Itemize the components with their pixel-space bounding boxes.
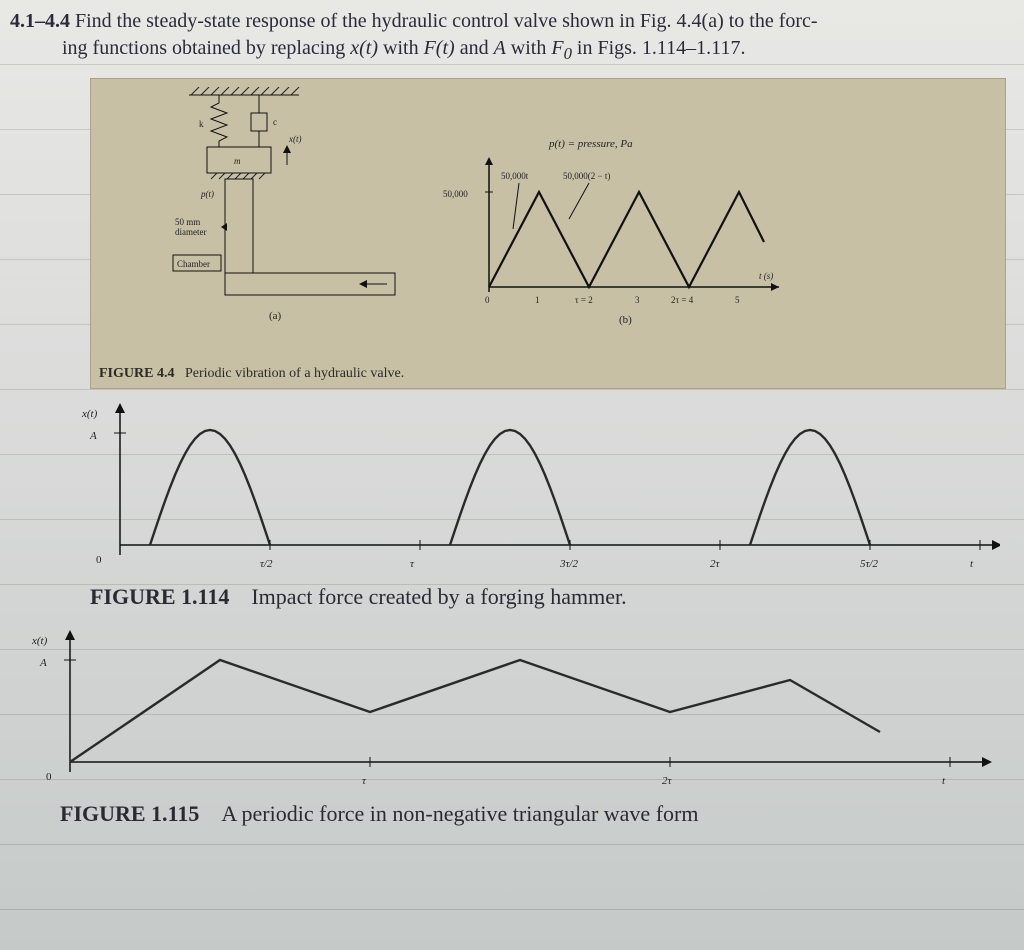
problem-line2-a: ing functions obtained by replacing <box>62 37 350 59</box>
label-c: c <box>273 117 277 127</box>
label-diam1: 50 mm <box>175 217 200 227</box>
problem-line2-end: in Figs. 1.114–1.117. <box>572 37 746 59</box>
fig115-caption-bold: FIGURE 1.115 <box>60 801 199 826</box>
tick-label: t <box>942 775 946 787</box>
problem-statement: 4.1–4.4 Find the steady-state response o… <box>0 0 1024 72</box>
fig44-caption-rest: Periodic vibration of a hydraulic valve. <box>185 366 404 381</box>
problem-line1: Find the steady-state response of the hy… <box>75 10 818 32</box>
x5: 5 <box>735 295 740 305</box>
label-diam2: diameter <box>175 227 206 237</box>
arc-hump <box>450 430 570 545</box>
label-k: k <box>199 119 204 129</box>
y-xt-114: x(t) <box>81 408 98 420</box>
figure-4-4-caption: FIGURE 4.4 Periodic vibration of a hydra… <box>99 362 997 382</box>
problem-with2: with <box>506 37 552 59</box>
zero-115: 0 <box>46 771 52 783</box>
zero-114: 0 <box>96 554 102 566</box>
problem-number: 4.1–4.4 <box>10 10 70 32</box>
tick-label: 3τ/2 <box>559 558 578 570</box>
tick-label: t <box>970 558 974 570</box>
label-chamber: Chamber <box>177 259 210 269</box>
tick-label: 5τ/2 <box>860 558 878 570</box>
x0: 0 <box>485 295 490 305</box>
A-114: A <box>89 430 97 442</box>
figure-4-4-svg: k c m x(t) p(t) <box>99 87 819 357</box>
tick-label: τ <box>362 775 367 787</box>
fig115-caption-rest: A periodic force in non-negative triangu… <box>221 801 698 826</box>
sym-F0: F <box>551 37 563 59</box>
problem-and: and <box>455 37 494 59</box>
tau2: τ = 2 <box>575 295 593 305</box>
y-xt-115: x(t) <box>31 635 48 647</box>
fig44-caption-bold: FIGURE 4.4 <box>99 366 174 381</box>
arc-hump <box>750 430 870 545</box>
y-50000: 50,000 <box>443 189 468 199</box>
arc-hump <box>150 430 270 545</box>
x1: 1 <box>535 295 540 305</box>
twotau4: 2τ = 4 <box>671 295 694 305</box>
figure-1-114-caption: FIGURE 1.114 Impact force created by a f… <box>60 580 1024 616</box>
sub-a: (a) <box>269 310 282 322</box>
figure-1-114-svg: x(t) A 0 τ/2 τ 3τ/2 2τ 5τ/2 t <box>60 395 1000 575</box>
fig114-caption-rest: Impact force created by a forging hammer… <box>251 584 626 609</box>
figure-1-115-caption: FIGURE 1.115 A periodic force in non-neg… <box>10 797 1024 833</box>
figure-1-114-panel: x(t) A 0 τ/2 τ 3τ/2 2τ 5τ/2 t FIGURE 1.114 Im… <box>60 395 1024 616</box>
figure-1-115-svg: x(t) A 0 τ 2τ t <box>10 622 1010 792</box>
tick-label: 2τ <box>710 558 721 570</box>
seg1: 50,000t <box>501 171 529 181</box>
ts: t (s) <box>759 271 773 281</box>
figure-4-4-panel: k c m x(t) p(t) <box>90 78 1006 389</box>
sym-Ft: F(t) <box>424 37 455 59</box>
A-115: A <box>39 657 47 669</box>
seg2: 50,000(2 − t) <box>563 171 610 181</box>
x3: 3 <box>635 295 640 305</box>
graph-title: p(t) = pressure, Pa <box>548 138 633 150</box>
label-m: m <box>234 156 241 166</box>
tick-label: τ/2 <box>260 558 273 570</box>
sym-A: A <box>494 37 506 59</box>
label-pt: p(t) <box>200 189 214 199</box>
label-xt: x(t) <box>288 134 302 144</box>
tick-label: τ <box>410 558 415 570</box>
figure-1-115-panel: x(t) A 0 τ 2τ t FIGURE 1.115 A periodic fo… <box>10 622 1024 833</box>
problem-with: with <box>378 37 424 59</box>
fig114-caption-bold: FIGURE 1.114 <box>90 584 229 609</box>
sub-b: (b) <box>619 314 632 326</box>
sym-xt: x(t) <box>350 37 378 59</box>
tick-label: 2τ <box>662 775 673 787</box>
sym-F0-sub: 0 <box>564 44 572 63</box>
